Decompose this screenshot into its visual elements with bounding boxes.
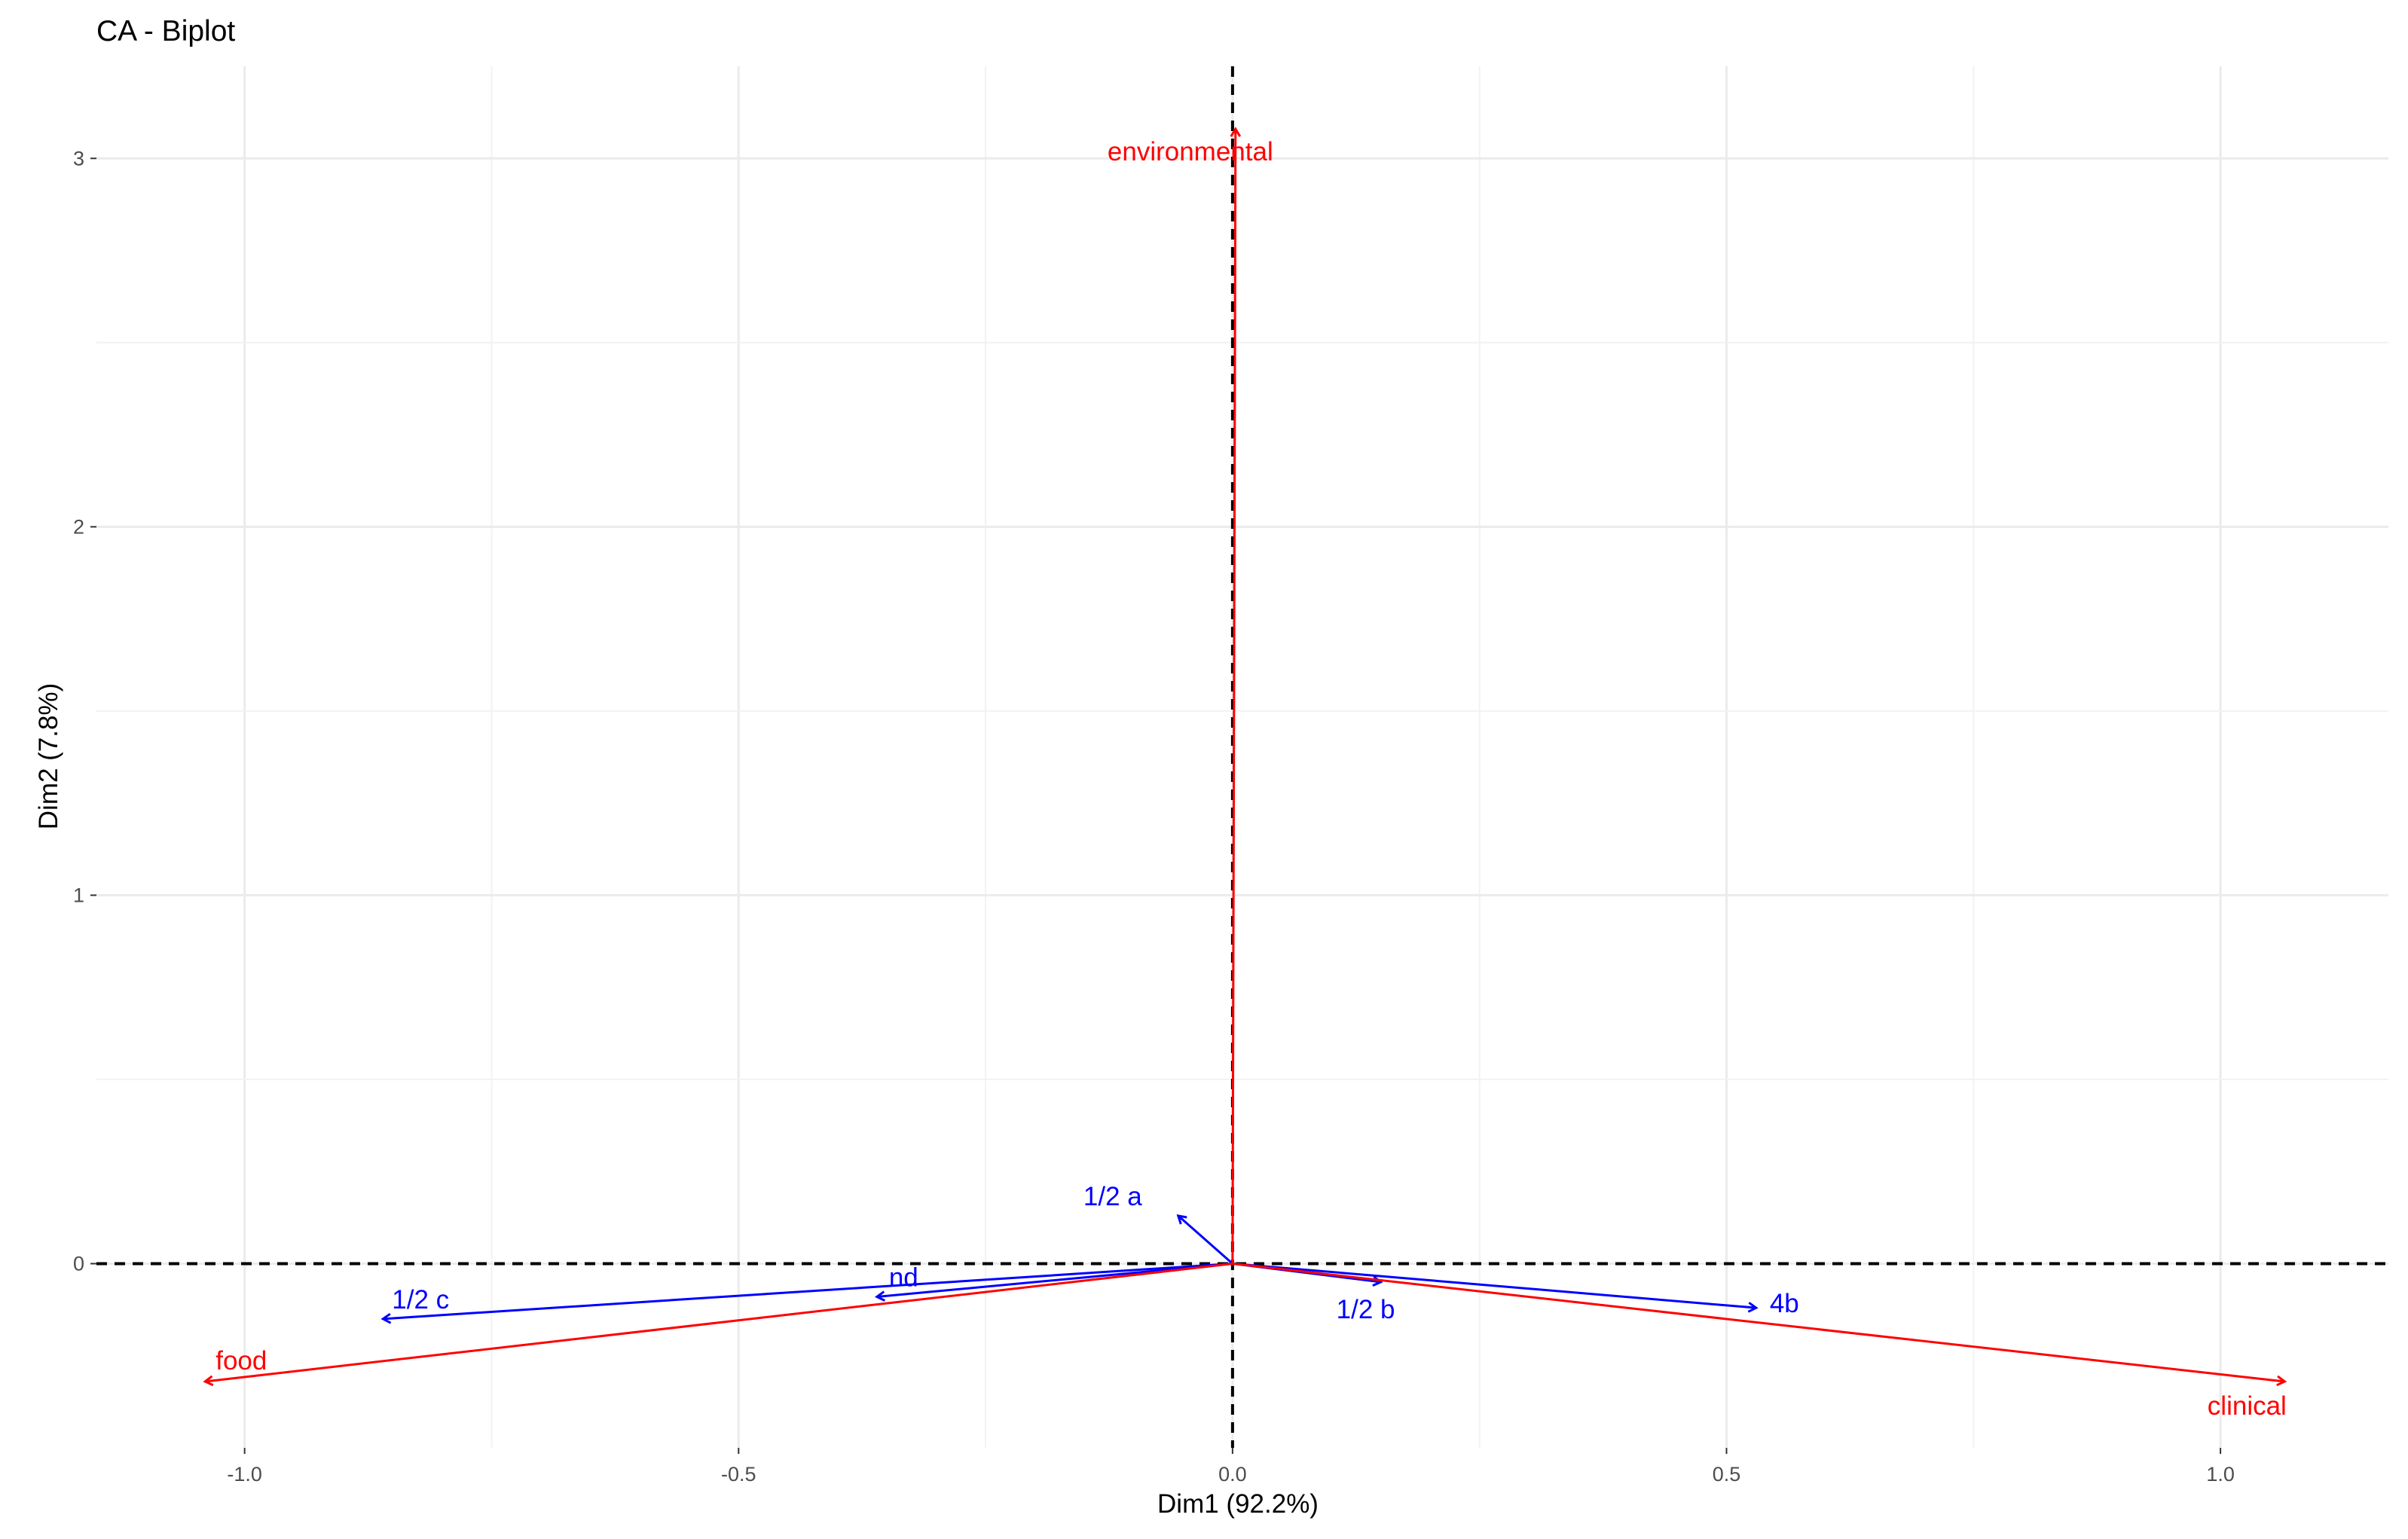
arrow-nd [874, 1262, 1233, 1302]
x-tick-label: 1.0 [2206, 1463, 2235, 1486]
point-label-food: food [215, 1346, 267, 1376]
point-label-1-2-a: 1/2 a [1083, 1182, 1142, 1211]
point-label-1-2-c: 1/2 c [392, 1285, 449, 1315]
arrow-food [203, 1262, 1233, 1387]
y-tick-label: 1 [73, 884, 84, 906]
point-label-clinical: clinical [2208, 1391, 2287, 1421]
arrow-4b [1232, 1262, 1759, 1313]
x-tick-label: 0.5 [1713, 1463, 1741, 1486]
arrow-environmental [1230, 127, 1242, 1264]
y-tick-label: 2 [73, 515, 84, 538]
point-label-environmental: environmental [1108, 137, 1273, 166]
point-label-1-2-b: 1/2 b [1337, 1295, 1395, 1324]
y-tick-label: 3 [73, 147, 84, 169]
reference-lines [96, 66, 2388, 1448]
point-label-4b: 4b [1770, 1289, 1799, 1318]
y-tick-label: 0 [73, 1252, 84, 1275]
arrow-1-2-c [380, 1262, 1233, 1324]
chart-title: CA - Biplot [96, 15, 235, 47]
y-axis-label: Dim2 (7.8%) [34, 683, 63, 829]
point-label-nd: nd [889, 1263, 918, 1292]
x-tick-label: 0.0 [1218, 1463, 1247, 1486]
grid-layer [96, 66, 2388, 1448]
x-tick-label: -0.5 [721, 1463, 756, 1486]
tick-layer: -1.0 -0.5 0.0 0.5 1.0 0 1 2 3 [73, 147, 2235, 1486]
x-tick-label: -1.0 [227, 1463, 262, 1486]
x-axis-label: Dim1 (92.2%) [1157, 1489, 1319, 1519]
arrow-1-2-a [1176, 1214, 1233, 1265]
series-layer: 1/2 a 1/2 b 1/2 c nd 4b environmental food clin… [203, 127, 2287, 1421]
arrow-clinical [1232, 1262, 2287, 1387]
